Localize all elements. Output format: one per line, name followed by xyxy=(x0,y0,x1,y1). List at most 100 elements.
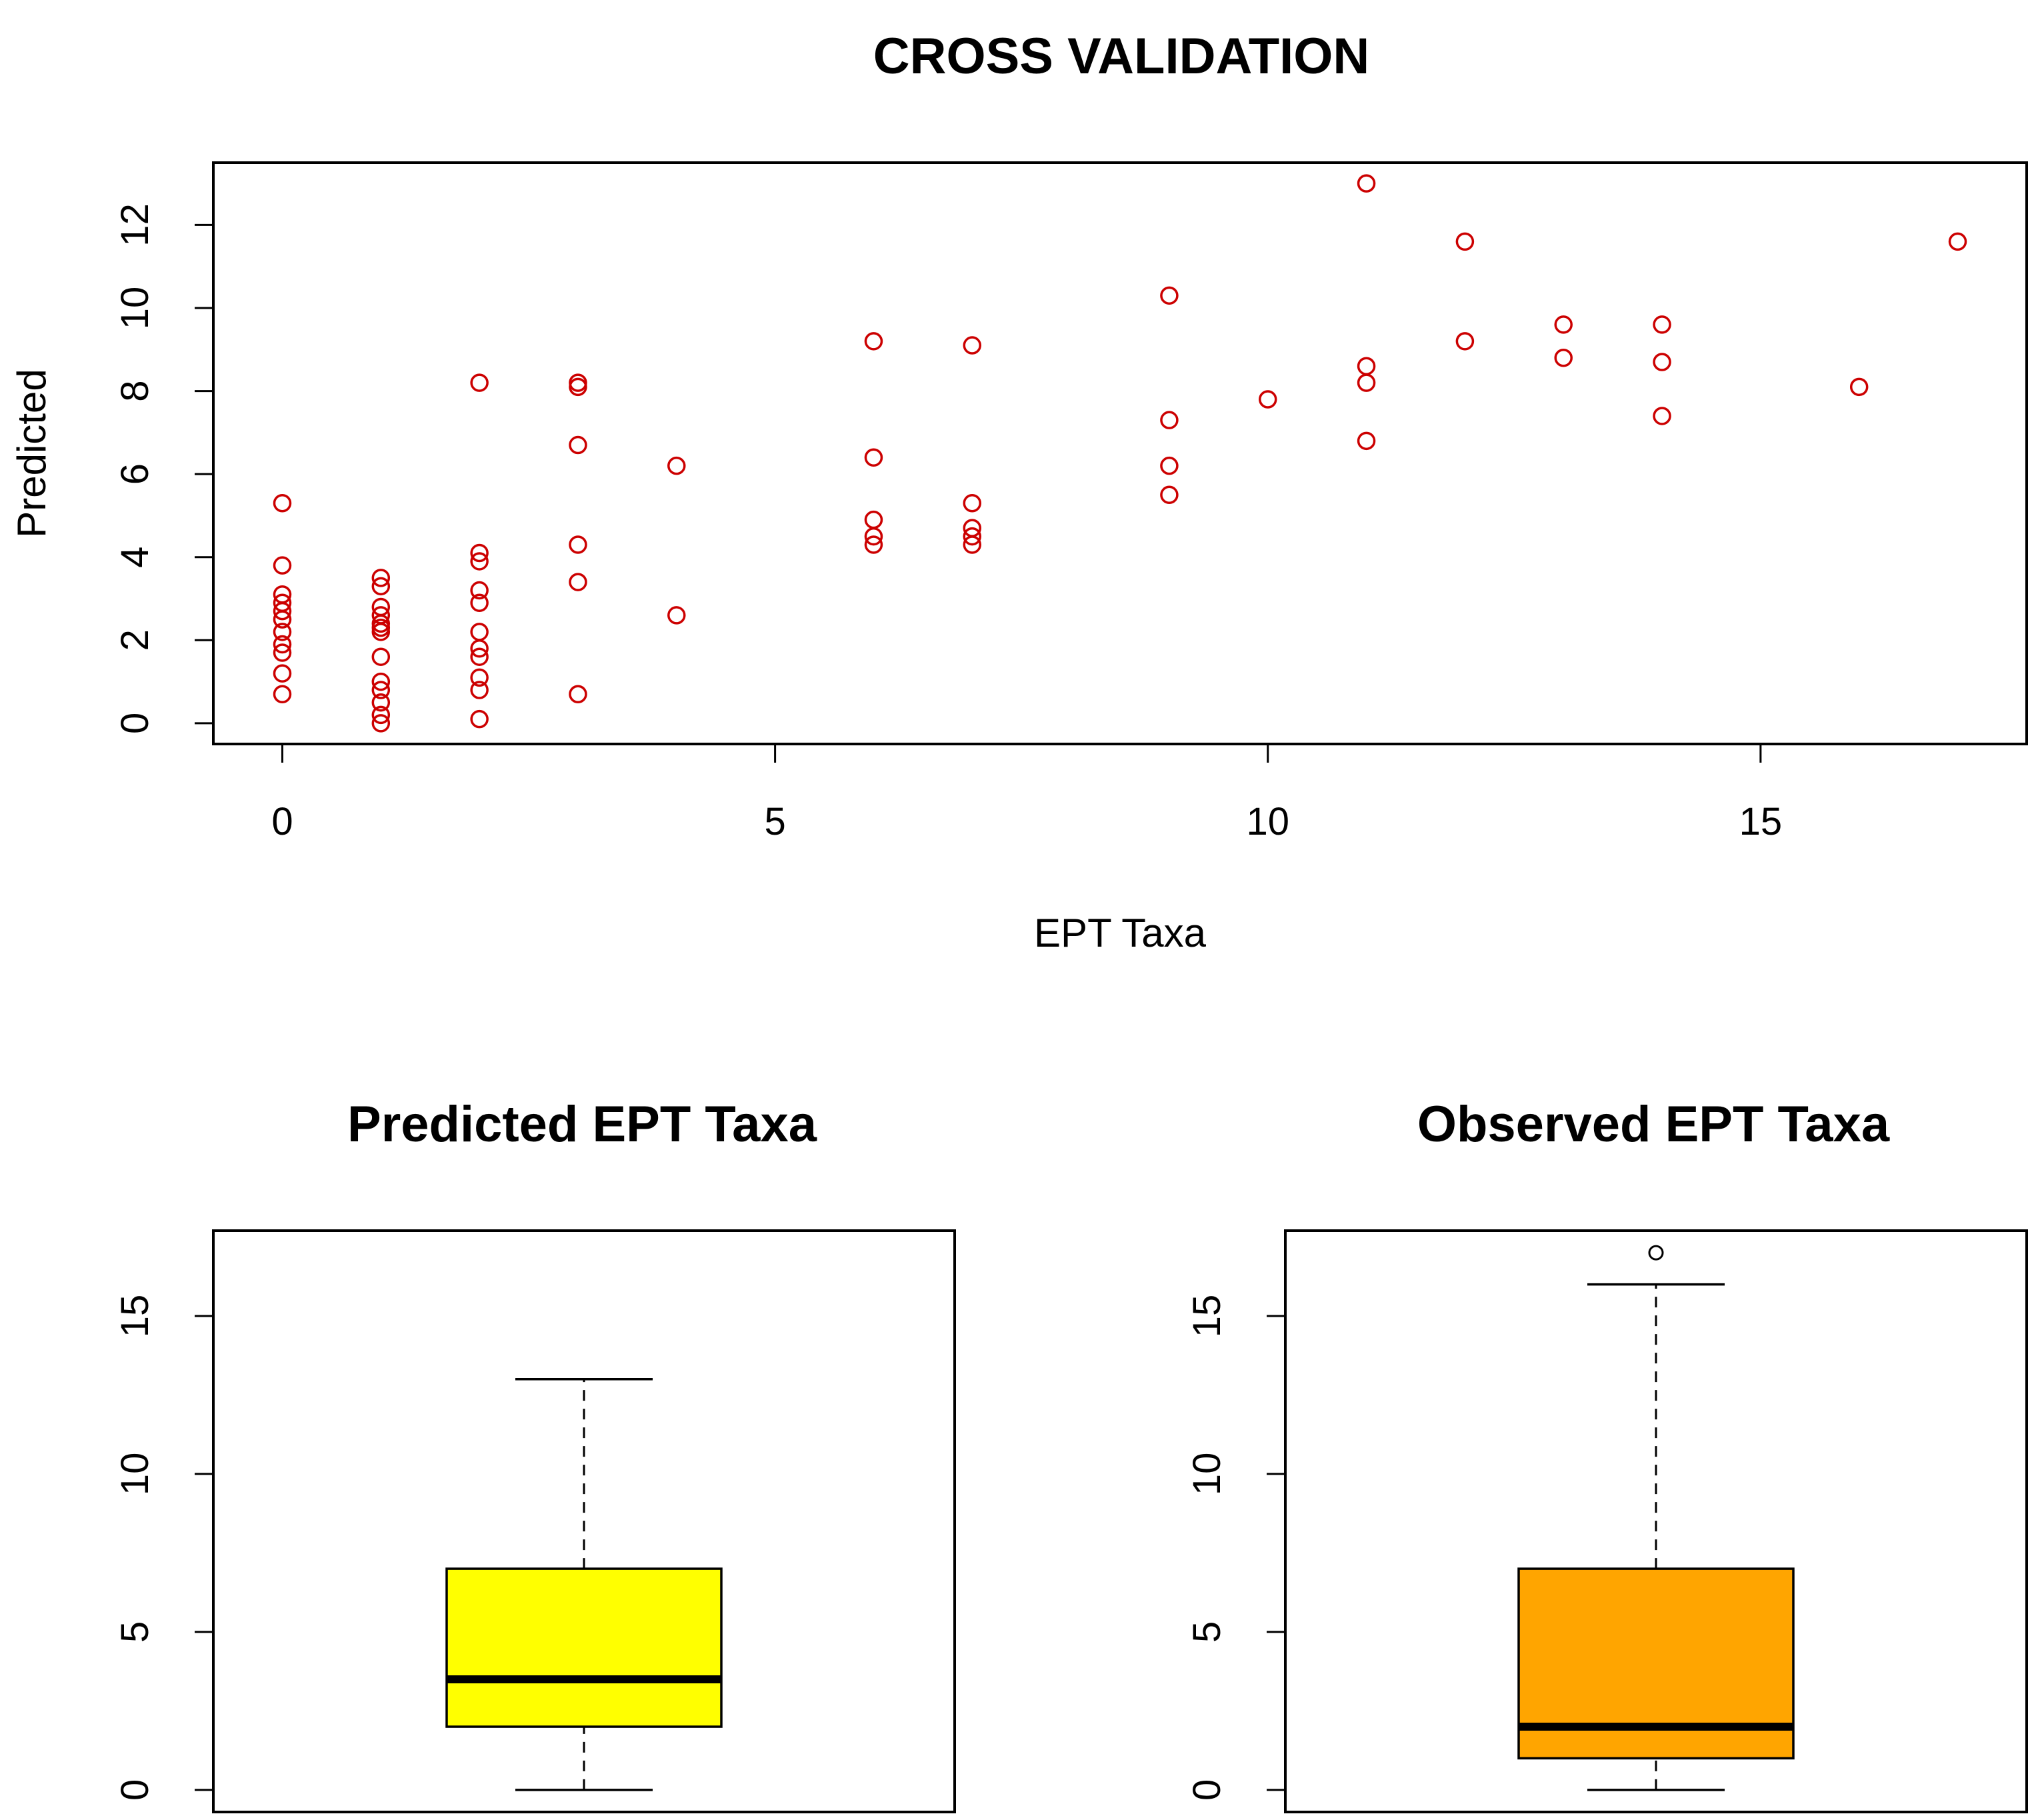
scatter-plot-frame xyxy=(212,161,2028,745)
scatter-point xyxy=(273,623,292,641)
observed-box-panel: Observed EPT Taxa 0 5 10 15 xyxy=(1185,1096,2028,1813)
y-tick-label: 4 xyxy=(113,547,157,568)
y-tick-label: 5 xyxy=(1185,1621,1229,1643)
scatter-point xyxy=(963,336,982,355)
scatter-point xyxy=(470,373,489,392)
scatter-point xyxy=(371,577,391,596)
scatter-point xyxy=(569,573,587,591)
scatter-point xyxy=(273,635,292,654)
scatter-panel: CROSS VALIDATION 0 5 10 15 0 2 4 6 8 10 12 EPT Ta… xyxy=(9,28,2028,955)
scatter-point xyxy=(963,527,982,546)
scatter-point xyxy=(470,681,489,699)
scatter-point xyxy=(371,647,391,666)
scatter-x-label: EPT Taxa xyxy=(1034,911,1207,955)
scatter-point xyxy=(1357,373,1376,392)
y-tick-label: 0 xyxy=(1185,1779,1229,1801)
scatter-point xyxy=(1455,232,1475,251)
scatter-point xyxy=(273,685,292,704)
scatter-point xyxy=(569,377,587,397)
predicted-box-panel: Predicted EPT Taxa 0 5 10 15 xyxy=(113,1096,956,1813)
scatter-point xyxy=(1849,377,1869,397)
scatter-point xyxy=(963,493,982,513)
scatter-point xyxy=(1357,174,1376,193)
predicted-y-axis: 0 5 10 15 xyxy=(113,1295,215,1801)
observed-y-axis: 0 5 10 15 xyxy=(1185,1295,1287,1801)
scatter-point xyxy=(569,535,587,554)
y-tick-label: 10 xyxy=(113,287,157,330)
scatter-point xyxy=(1554,315,1573,334)
scatter-point xyxy=(1653,315,1671,334)
scatter-point xyxy=(1258,390,1277,409)
x-tick-label: 15 xyxy=(1739,800,1783,843)
y-tick-label: 10 xyxy=(113,1453,157,1496)
scatter-point xyxy=(1653,353,1671,371)
scatter-point xyxy=(273,643,292,662)
scatter-point xyxy=(273,601,292,621)
y-tick-label: 15 xyxy=(113,1295,157,1338)
y-tick-label: 12 xyxy=(113,203,157,247)
x-tick-label: 5 xyxy=(764,800,785,843)
scatter-title: CROSS VALIDATION xyxy=(873,28,1370,85)
scatter-point xyxy=(864,535,883,554)
scatter-point xyxy=(371,705,391,725)
scatter-point xyxy=(864,332,883,351)
scatter-point xyxy=(273,493,292,513)
scatter-point xyxy=(1948,232,1967,251)
outlier-point xyxy=(1648,1245,1664,1261)
y-tick-label: 0 xyxy=(113,1779,157,1801)
scatter-point xyxy=(273,610,292,629)
scatter-point xyxy=(1554,348,1573,367)
y-tick-label: 5 xyxy=(113,1621,157,1643)
scatter-point xyxy=(371,681,391,699)
scatter-point xyxy=(470,639,489,658)
scatter-point xyxy=(569,685,587,704)
x-tick-label: 10 xyxy=(1246,800,1289,843)
scatter-points xyxy=(273,174,1967,733)
scatter-point xyxy=(371,569,391,587)
scatter-point xyxy=(470,593,489,612)
scatter-point xyxy=(470,543,489,563)
scatter-y-axis: 0 2 4 6 8 10 12 xyxy=(113,203,215,734)
scatter-point xyxy=(273,556,292,575)
scatter-point xyxy=(569,435,587,455)
x-tick-label: 0 xyxy=(271,800,293,843)
scatter-y-label: Predicted xyxy=(9,369,54,537)
scatter-point xyxy=(864,510,883,529)
scatter-point xyxy=(371,693,391,712)
scatter-point xyxy=(864,527,883,546)
scatter-point xyxy=(1357,431,1376,451)
scatter-point xyxy=(470,552,489,571)
scatter-point xyxy=(1160,286,1179,305)
scatter-point xyxy=(1455,332,1475,351)
predicted-box-title: Predicted EPT Taxa xyxy=(347,1096,817,1153)
scatter-point xyxy=(1357,357,1376,375)
y-tick-label: 8 xyxy=(113,380,157,401)
scatter-point xyxy=(1653,407,1671,425)
y-tick-label: 0 xyxy=(113,713,157,734)
y-tick-label: 15 xyxy=(1185,1295,1229,1338)
scatter-point xyxy=(1160,485,1179,505)
scatter-point xyxy=(470,647,489,666)
scatter-x-axis: 0 5 10 15 xyxy=(271,743,1783,843)
scatter-point xyxy=(1160,456,1179,475)
observed-boxplot xyxy=(1517,1245,1795,1791)
scatter-point xyxy=(470,581,489,600)
scatter-point xyxy=(864,448,883,467)
scatter-point xyxy=(371,623,391,641)
scatter-point xyxy=(470,623,489,641)
scatter-point xyxy=(1160,411,1179,429)
scatter-point xyxy=(371,714,391,733)
scatter-point xyxy=(667,606,686,625)
scatter-point xyxy=(470,668,489,687)
scatter-point xyxy=(371,672,391,691)
interquartile-box xyxy=(445,1567,723,1728)
y-tick-label: 6 xyxy=(113,463,157,485)
predicted-boxplot xyxy=(445,1377,723,1791)
scatter-point xyxy=(273,664,292,683)
scatter-point xyxy=(963,535,982,554)
observed-box-title: Observed EPT Taxa xyxy=(1417,1096,1890,1153)
y-tick-label: 2 xyxy=(113,629,157,651)
y-tick-label: 10 xyxy=(1185,1453,1229,1496)
scatter-point xyxy=(667,456,686,475)
